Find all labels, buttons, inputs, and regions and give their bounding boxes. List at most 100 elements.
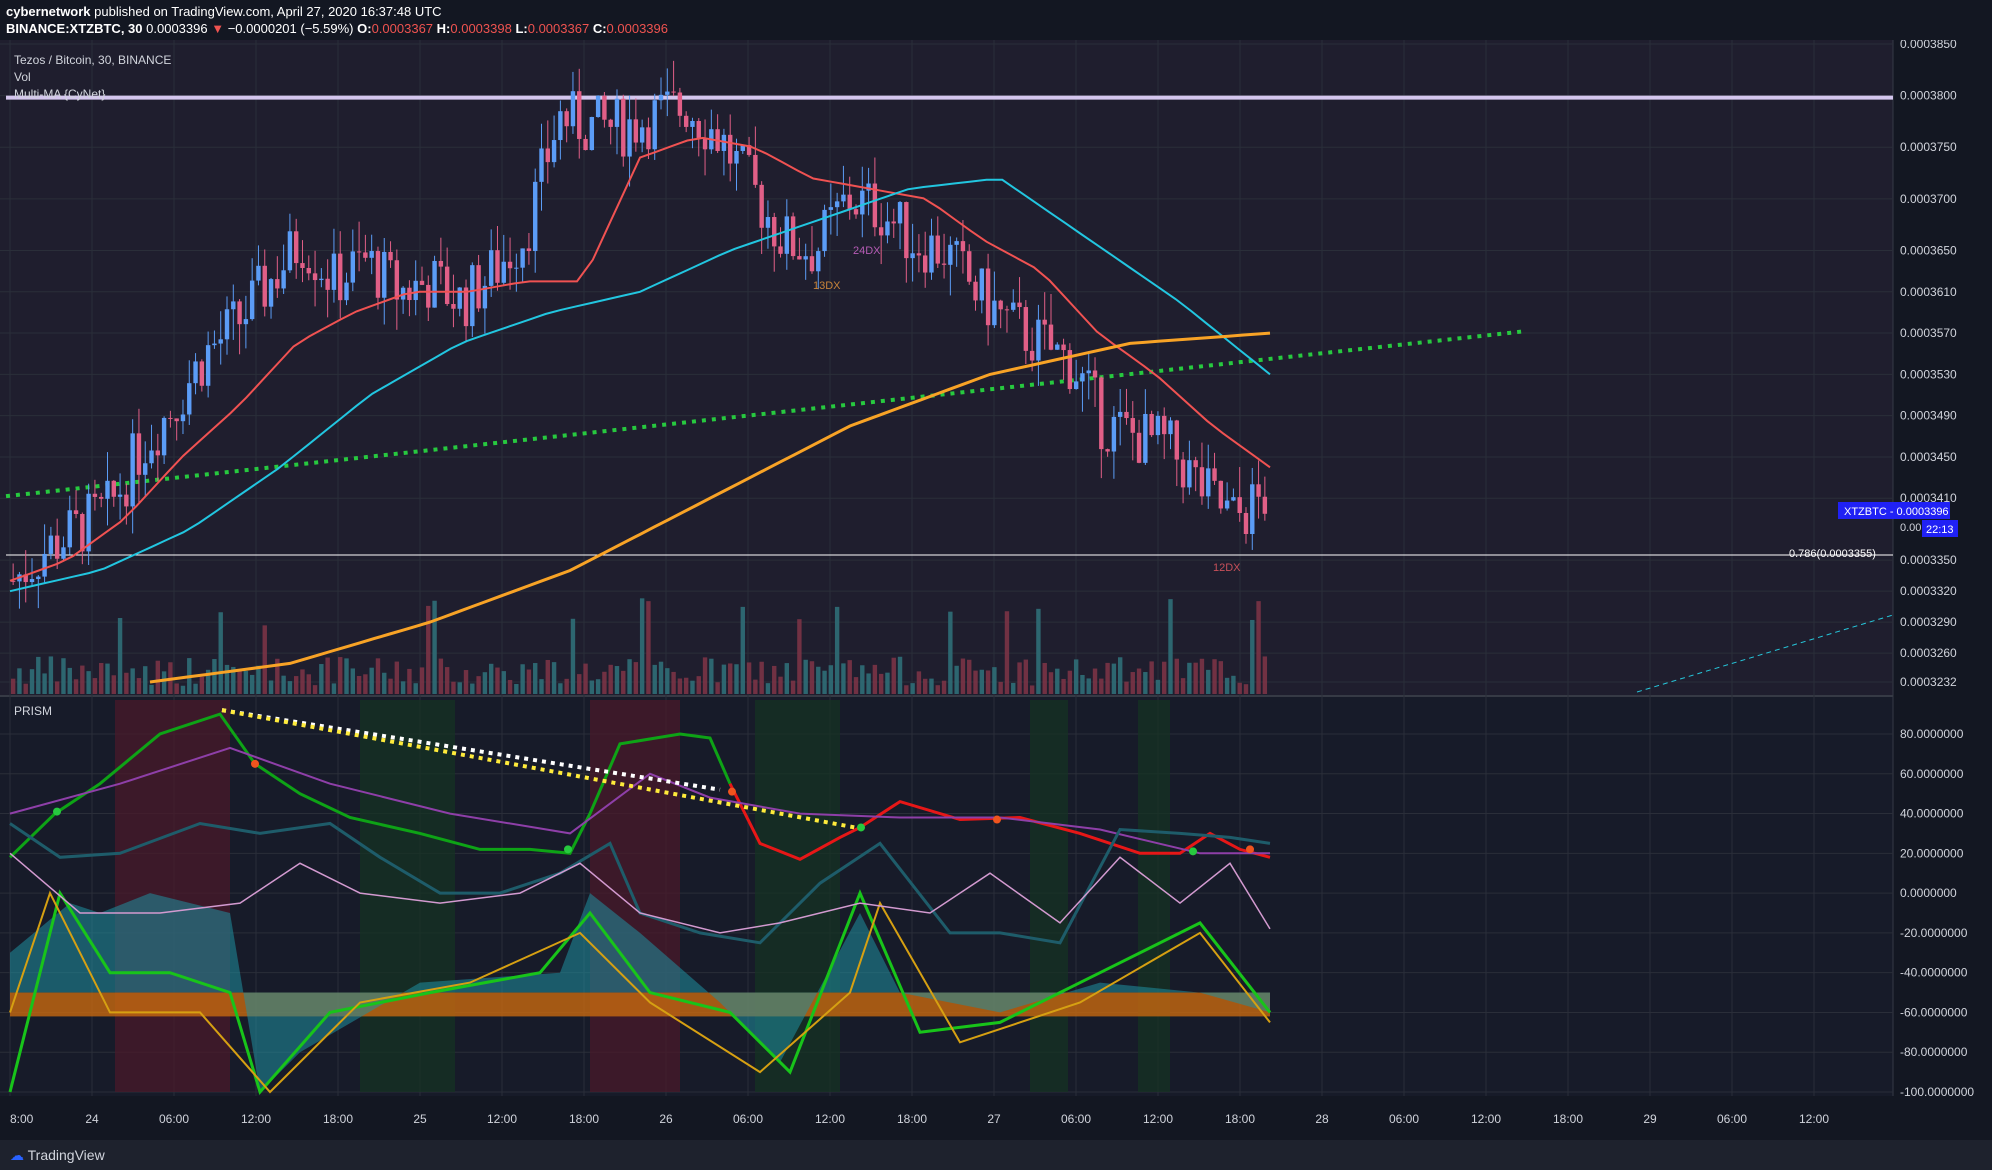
volume-bar bbox=[1111, 663, 1117, 694]
price-partial: 0.00 bbox=[1900, 522, 1921, 534]
volume-bar bbox=[765, 683, 771, 694]
candle-body bbox=[646, 127, 651, 150]
candle-body bbox=[338, 253, 343, 301]
volume-bar bbox=[29, 669, 35, 694]
candle-body bbox=[853, 209, 859, 215]
ma-legend[interactable]: Multi-MA {CyNet} bbox=[14, 87, 105, 101]
candle-body bbox=[595, 95, 601, 118]
candle-body bbox=[1174, 420, 1179, 460]
time-tick-label: 06:00 bbox=[1717, 1112, 1747, 1126]
volume-bar bbox=[1055, 668, 1060, 694]
price-pane[interactable] bbox=[0, 40, 1893, 696]
candle-body bbox=[1136, 432, 1142, 463]
volume-bar bbox=[671, 671, 676, 694]
candle-body bbox=[99, 496, 104, 499]
volume-bar bbox=[1023, 659, 1029, 694]
volume-bar bbox=[331, 683, 337, 694]
volume-bar bbox=[73, 679, 79, 694]
price-tick-label: 0.0003232 bbox=[1900, 675, 1957, 689]
time-tick-label: 06:00 bbox=[159, 1112, 189, 1126]
volume-bar bbox=[507, 679, 513, 694]
candle-body bbox=[734, 150, 739, 164]
volume-bar bbox=[1099, 678, 1104, 694]
brand-name: TradingView bbox=[27, 1147, 105, 1163]
publisher-name[interactable]: cybernetwork bbox=[6, 4, 91, 19]
candle-body bbox=[438, 260, 444, 267]
close-value: 0.0003396 bbox=[606, 21, 668, 36]
candle-body bbox=[1162, 415, 1167, 435]
low-value: 0.0003367 bbox=[527, 21, 590, 36]
pair-legend[interactable]: Tezos / Bitcoin, 30, BINANCE bbox=[14, 53, 171, 67]
volume-bar bbox=[1036, 608, 1041, 694]
candle-body bbox=[1231, 497, 1236, 501]
volume-bar bbox=[551, 662, 557, 694]
candle-body bbox=[860, 190, 865, 215]
volume-bar bbox=[514, 683, 519, 694]
candle-body bbox=[784, 216, 790, 254]
volume-bar bbox=[910, 683, 915, 694]
volume-bar bbox=[444, 667, 450, 694]
candle-body bbox=[1111, 416, 1117, 452]
candle-body bbox=[721, 134, 727, 151]
volume-bar bbox=[665, 668, 670, 694]
volume-bar bbox=[155, 660, 161, 694]
volume-bar bbox=[193, 683, 198, 694]
volume-bar bbox=[973, 670, 978, 694]
time-tick-label: 18:00 bbox=[569, 1112, 599, 1126]
candle-body bbox=[1256, 484, 1261, 497]
volume-bar bbox=[1061, 678, 1066, 694]
candle-body bbox=[941, 263, 947, 265]
volume-bar bbox=[570, 618, 576, 694]
candle-body bbox=[1180, 459, 1186, 488]
volume-bar bbox=[300, 669, 305, 694]
candle-body bbox=[740, 145, 745, 151]
volume-bar bbox=[105, 663, 110, 694]
volume-bar bbox=[677, 678, 683, 694]
candle-body bbox=[847, 194, 852, 210]
tradingview-logo[interactable]: ☁ TradingView bbox=[10, 1147, 105, 1164]
volume-bar bbox=[262, 625, 267, 694]
candle-body bbox=[224, 309, 230, 340]
annotation-24dx: 24DX bbox=[853, 245, 881, 257]
time-tick-label: 26 bbox=[659, 1112, 673, 1126]
prism-osc-green bbox=[8, 712, 732, 859]
candle-body bbox=[375, 251, 381, 298]
candle-body bbox=[1143, 413, 1148, 463]
volume-bar bbox=[960, 658, 966, 694]
candle-body bbox=[331, 253, 337, 290]
candle-body bbox=[885, 221, 890, 236]
price-badge-label: XTZBTC - 0.0003396 bbox=[1844, 506, 1949, 518]
chart-canvas[interactable]: 0.0003850 0.0003800 0.0003750 0.0003700 0.00… bbox=[0, 40, 1992, 1140]
candle-body bbox=[1061, 344, 1066, 351]
time-tick-label: 18:00 bbox=[897, 1112, 927, 1126]
candle-body bbox=[130, 433, 135, 507]
candle-body bbox=[350, 251, 356, 283]
volume-bar bbox=[338, 657, 343, 694]
candle-body bbox=[48, 535, 54, 554]
candle-body bbox=[293, 231, 299, 264]
o-label: O: bbox=[357, 21, 372, 36]
candle-body bbox=[551, 140, 557, 163]
candle-body bbox=[124, 494, 129, 507]
volume-bar bbox=[702, 657, 708, 694]
volume-bar bbox=[344, 658, 349, 694]
volume-bar bbox=[375, 658, 381, 694]
time-axis[interactable] bbox=[0, 1096, 1893, 1140]
candle-body bbox=[111, 480, 116, 497]
candle-body bbox=[841, 194, 846, 202]
volume-bar bbox=[1174, 658, 1179, 694]
volume-bar bbox=[1017, 662, 1022, 694]
price-tick-label: 0.0003650 bbox=[1900, 243, 1957, 257]
candle-body bbox=[765, 217, 771, 228]
candle-body bbox=[1080, 373, 1085, 382]
price-axis[interactable] bbox=[1893, 40, 1992, 1140]
volume-bar bbox=[1117, 657, 1123, 694]
time-tick-label: 8:00 bbox=[10, 1112, 34, 1126]
vol-legend[interactable]: Vol bbox=[14, 70, 31, 84]
candle-body bbox=[325, 278, 330, 290]
time-tick-label: 12:00 bbox=[1143, 1112, 1173, 1126]
volume-bar bbox=[275, 658, 280, 694]
candle-body bbox=[1086, 370, 1091, 374]
prism-legend[interactable]: PRISM bbox=[14, 704, 52, 718]
candle-body bbox=[1117, 411, 1123, 417]
